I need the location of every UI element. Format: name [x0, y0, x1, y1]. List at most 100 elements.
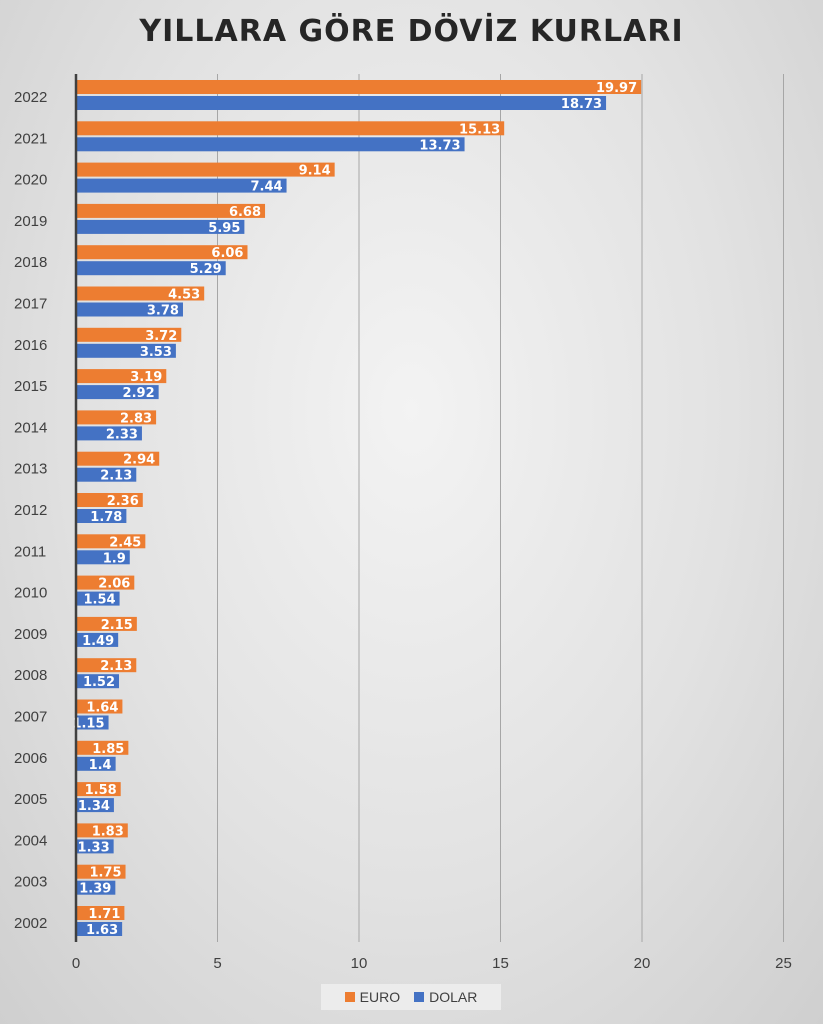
- data-label-euro-2014: 2.83: [120, 411, 152, 426]
- data-label-euro-2007: 1.64: [86, 701, 118, 716]
- bar-dolar-2021: [76, 137, 465, 152]
- bar-dolar-2014: [76, 426, 142, 441]
- bar-euro-2020: [76, 162, 335, 177]
- y-tick-label-2017: 2017: [14, 296, 47, 313]
- data-label-euro-2022: 19.97: [596, 81, 637, 96]
- bar-euro-2002: [76, 906, 125, 920]
- data-label-dolar-2003: 1.39: [79, 882, 111, 897]
- data-label-euro-2010: 2.06: [98, 577, 130, 592]
- x-tick-label-0: 0: [72, 955, 80, 972]
- legend-label-dolar: DOLAR: [429, 989, 478, 1005]
- y-tick-label-2006: 2006: [14, 750, 47, 767]
- bar-dolar-2017: [76, 302, 183, 317]
- bar-euro-2009: [76, 616, 137, 631]
- y-tick-label-2012: 2012: [14, 502, 47, 519]
- data-label-euro-2009: 2.15: [101, 618, 133, 633]
- bar-euro-2022: [76, 80, 642, 94]
- data-label-dolar-2015: 2.92: [123, 386, 155, 401]
- bar-euro-2014: [76, 410, 157, 425]
- data-label-euro-2016: 3.72: [145, 329, 177, 344]
- data-label-dolar-2013: 2.13: [100, 469, 132, 484]
- data-label-dolar-2005: 1.34: [78, 799, 110, 814]
- bar-dolar-2009: [76, 632, 119, 647]
- bar-dolar-2018: [76, 261, 226, 276]
- data-label-dolar-2002: 1.63: [86, 923, 118, 938]
- y-tick-label-2022: 2022: [14, 89, 47, 106]
- y-tick-label-2004: 2004: [14, 832, 47, 849]
- y-tick-label-2008: 2008: [14, 667, 47, 684]
- bar-euro-2021: [76, 121, 505, 136]
- y-tick-label-2002: 2002: [14, 915, 47, 932]
- x-tick-label-15: 15: [492, 955, 509, 972]
- data-label-euro-2003: 1.75: [89, 866, 121, 881]
- bar-dolar-2016: [76, 343, 176, 358]
- data-label-dolar-2008: 1.52: [83, 675, 115, 690]
- data-label-euro-2012: 2.36: [107, 494, 139, 509]
- data-label-dolar-2006: 1.4: [89, 758, 112, 773]
- x-tick-label-25: 25: [775, 955, 792, 972]
- y-tick-label-2010: 2010: [14, 585, 47, 602]
- bar-dolar-2022: [76, 96, 607, 110]
- bar-euro-2006: [76, 740, 129, 755]
- y-tick-label-2009: 2009: [14, 626, 47, 643]
- legend-swatch-euro: [344, 992, 355, 1002]
- x-tick-label-20: 20: [634, 955, 651, 972]
- data-label-dolar-2016: 3.53: [140, 345, 172, 360]
- bar-euro-2019: [76, 203, 266, 218]
- y-tick-label-2015: 2015: [14, 378, 47, 395]
- x-tick-label-10: 10: [351, 955, 368, 972]
- y-tick-label-2007: 2007: [14, 709, 47, 726]
- chart-legend: EURO DOLAR: [321, 984, 501, 1010]
- data-label-euro-2008: 2.13: [100, 659, 132, 674]
- bar-euro-2016: [76, 327, 182, 342]
- bar-euro-2003: [76, 864, 126, 879]
- data-label-dolar-2007: 1.15: [72, 717, 104, 732]
- y-tick-label-2016: 2016: [14, 337, 47, 354]
- legend-swatch-dolar: [414, 992, 425, 1002]
- bar-euro-2013: [76, 451, 160, 466]
- bar-dolar-2002: [76, 922, 123, 936]
- legend-item-euro: EURO: [344, 989, 401, 1005]
- data-label-dolar-2018: 5.29: [190, 262, 222, 277]
- bar-euro-2004: [76, 823, 128, 838]
- data-label-dolar-2017: 3.78: [147, 304, 179, 319]
- bar-dolar-2015: [76, 385, 159, 400]
- bar-euro-2012: [76, 493, 143, 507]
- y-tick-label-2021: 2021: [14, 130, 47, 147]
- y-tick-label-2013: 2013: [14, 461, 47, 478]
- bar-euro-2015: [76, 369, 167, 384]
- bar-euro-2005: [76, 782, 121, 797]
- data-label-dolar-2020: 7.44: [250, 180, 282, 195]
- data-label-dolar-2014: 2.33: [106, 427, 138, 442]
- bar-dolar-2007: [76, 715, 109, 730]
- bar-dolar-2008: [76, 674, 120, 689]
- y-tick-label-2005: 2005: [14, 791, 47, 808]
- data-label-euro-2021: 15.13: [459, 122, 500, 137]
- data-label-euro-2011: 2.45: [109, 535, 141, 550]
- bar-euro-2017: [76, 286, 205, 301]
- bar-dolar-2019: [76, 219, 245, 234]
- legend-item-dolar: DOLAR: [414, 989, 477, 1005]
- data-label-dolar-2021: 13.73: [419, 138, 460, 153]
- bar-dolar-2003: [76, 880, 116, 895]
- bar-euro-2018: [76, 245, 248, 260]
- bar-dolar-2010: [76, 591, 120, 606]
- legend-label-euro: EURO: [359, 989, 401, 1005]
- data-label-euro-2015: 3.19: [130, 370, 162, 385]
- data-label-euro-2005: 1.58: [85, 783, 117, 798]
- data-label-dolar-2010: 1.54: [84, 593, 116, 608]
- bar-euro-2008: [76, 658, 137, 673]
- data-label-euro-2019: 6.68: [229, 205, 261, 220]
- bar-dolar-2011: [76, 550, 130, 565]
- data-label-dolar-2019: 5.95: [208, 221, 240, 236]
- y-tick-label-2020: 2020: [14, 172, 47, 189]
- bar-dolar-2004: [76, 839, 114, 854]
- data-label-euro-2004: 1.83: [92, 824, 124, 839]
- data-label-euro-2002: 1.71: [88, 907, 120, 922]
- x-tick-label-5: 5: [213, 955, 221, 972]
- y-tick-label-2018: 2018: [14, 254, 47, 271]
- bar-euro-2007: [76, 699, 123, 714]
- chart-title: YILLARA GÖRE DÖVİZ KURLARI: [139, 14, 684, 49]
- y-tick-label-2014: 2014: [14, 419, 47, 436]
